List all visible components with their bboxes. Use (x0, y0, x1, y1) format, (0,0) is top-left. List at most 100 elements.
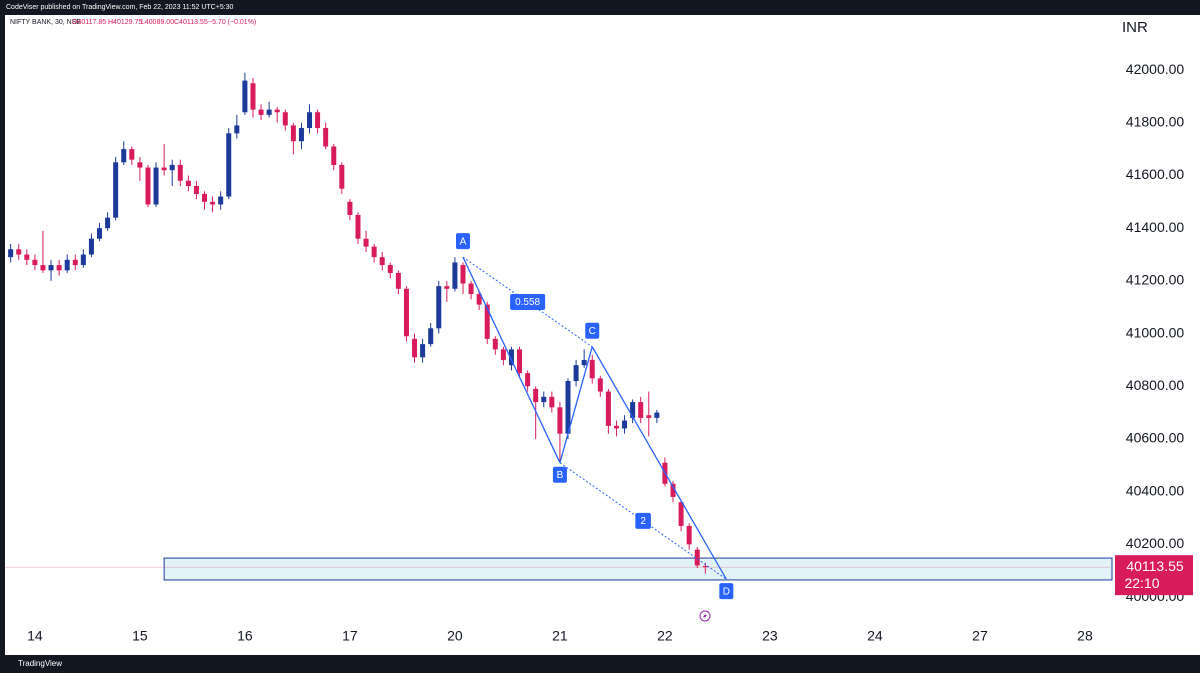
y-tick-label: 40400.00 (1126, 482, 1185, 498)
candle-body (105, 217, 111, 229)
candle-body (638, 402, 644, 418)
price-tag (1115, 555, 1193, 596)
candle-body (379, 257, 385, 266)
y-tick-label: 41600.00 (1126, 166, 1185, 182)
candle-body (315, 112, 321, 129)
publisher: CodeViser published on TradingView.com, … (6, 4, 234, 11)
candle-body (331, 146, 337, 165)
candle-body (581, 359, 587, 366)
ohlc-close: C40113.55 (174, 19, 208, 26)
candle-body (298, 128, 304, 142)
ohlc-change: −5.70 (−0.01%) (208, 19, 256, 26)
candle-body (97, 228, 103, 239)
y-tick-label: 41400.00 (1126, 219, 1185, 235)
candle-body (56, 265, 62, 271)
candle-body (290, 125, 296, 142)
x-tick-label: 22 (657, 628, 673, 644)
candle-body (371, 246, 377, 258)
candle-body (355, 214, 361, 239)
candle-body (323, 128, 329, 147)
countdown: 22:10 (1124, 575, 1159, 591)
candle-body (508, 349, 514, 366)
candle-body (185, 180, 191, 187)
point-box (585, 322, 600, 339)
candle-body (387, 265, 393, 273)
candle-body (88, 238, 94, 255)
candle-body (573, 365, 579, 382)
candle-body (541, 396, 547, 403)
candle-body (678, 502, 684, 526)
y-tick-label: 42000.00 (1126, 61, 1185, 77)
candle-body (113, 162, 119, 218)
candle-body (218, 196, 224, 205)
candle-body (72, 259, 78, 266)
ratio-box (635, 512, 651, 529)
candle-body (597, 378, 603, 392)
candle-body (436, 286, 442, 329)
candle-body (250, 83, 256, 110)
point-label: B (557, 470, 564, 481)
x-tick-label: 20 (447, 628, 463, 644)
event-icon (699, 610, 711, 622)
candle-body (420, 344, 426, 358)
candle-body (395, 272, 401, 289)
candle-body (533, 388, 539, 403)
candle-body (605, 391, 611, 426)
x-tick-label: 23 (762, 628, 778, 644)
currency: INR (1122, 19, 1148, 36)
candle-body (339, 164, 345, 189)
candle-body (670, 483, 676, 497)
x-tick-label: 14 (27, 628, 43, 644)
plot-background (5, 15, 1200, 655)
footer-brand: TradingView (18, 659, 62, 668)
candle-body (282, 112, 288, 126)
pattern-leg (462, 256, 561, 463)
y-tick-label: 41000.00 (1126, 324, 1185, 340)
candle-body (24, 254, 30, 260)
candle-body (484, 304, 490, 339)
candle-body (694, 549, 700, 566)
x-tick-label: 28 (1077, 628, 1093, 644)
y-tick-label: 41200.00 (1126, 272, 1185, 288)
candle-body (476, 294, 482, 305)
zone (163, 557, 1113, 581)
point-label: D (723, 586, 730, 597)
candle-body (169, 164, 175, 171)
candle-body (557, 407, 563, 434)
y-tick-label: 40600.00 (1126, 430, 1185, 446)
candle-body (64, 259, 70, 271)
candle-body (32, 259, 38, 266)
candle-body (137, 162, 143, 168)
point-box (719, 583, 734, 600)
point-box (455, 233, 470, 250)
candle-body (412, 338, 418, 358)
candle-body (428, 328, 434, 345)
point-box (552, 466, 567, 483)
y-tick-label: 40800.00 (1126, 377, 1185, 393)
candle-body (121, 149, 127, 163)
candle-body (266, 109, 272, 115)
ratio-label: 2 (635, 512, 651, 529)
ratio-text: 0.558 (515, 297, 540, 308)
ohlc-open: O40117.85 (72, 19, 106, 26)
point-label: C (589, 326, 596, 337)
point-label: A (460, 236, 467, 247)
candle-body (347, 201, 353, 215)
candle-body (145, 167, 151, 205)
x-tick-label: 17 (342, 628, 358, 644)
candle-body (565, 381, 571, 434)
candle-body (403, 288, 409, 337)
candle-body (177, 164, 183, 181)
candle-body (492, 338, 498, 350)
candle-body (226, 133, 232, 197)
candle-body (161, 167, 167, 171)
candle-body (452, 262, 458, 289)
candle-body (202, 193, 208, 202)
candle-body (444, 286, 450, 289)
candle-body (242, 80, 248, 113)
pattern-leg (591, 346, 727, 580)
candle-body (129, 149, 135, 160)
price-tag-label: 40113.55 (1126, 558, 1184, 574)
candle-body (468, 283, 474, 295)
